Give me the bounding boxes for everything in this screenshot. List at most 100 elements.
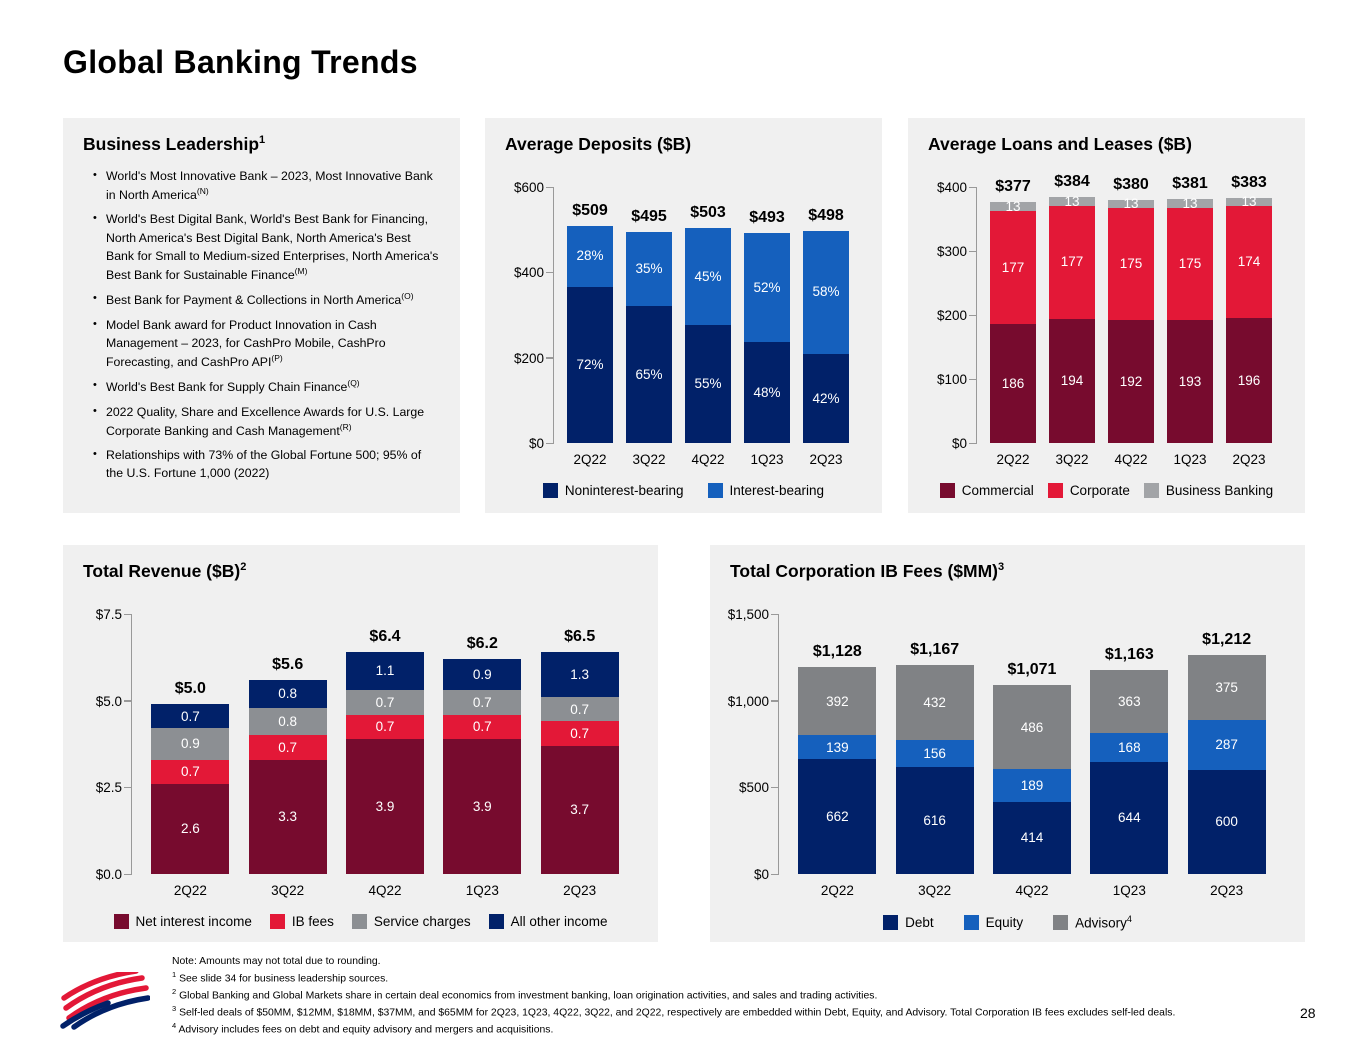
category-label: 3Q22 [271, 883, 305, 898]
total-label: $1,163 [1104, 646, 1154, 664]
bar-segment: 45% [685, 228, 731, 325]
y-tick-mark [124, 786, 132, 789]
bar: 65% 35% [626, 231, 672, 443]
leadership-bullet: World's Best Digital Bank, World's Best … [91, 210, 440, 284]
segment-label: 156 [923, 745, 946, 761]
y-tick-mark [969, 378, 977, 380]
segment-label: 662 [826, 808, 849, 824]
category-label: 2Q23 [563, 883, 597, 898]
bar-group: 193 175 13 $381 1Q23 [1167, 175, 1213, 467]
bar-group: 42% 58% $498 2Q23 [803, 207, 849, 467]
bar-segment: 52% [744, 232, 790, 342]
total-label: $1,212 [1202, 631, 1252, 649]
bar-segment: 189 [992, 769, 1071, 803]
y-axis: $0 $500 $1,000 $1,500 [728, 607, 778, 882]
segment-label: 0.8 [278, 686, 298, 702]
bar-group: 662 139 392 $1,128 2Q22 [798, 643, 877, 898]
segment-label: 174 [1237, 254, 1261, 270]
segment-label: 0.7 [180, 764, 200, 779]
business-leadership-title: Business Leadership1 [83, 134, 440, 155]
bar: 414 189 486 [992, 685, 1071, 874]
segment-label: 196 [1237, 372, 1261, 388]
bar-segment: 0.7 [345, 714, 424, 739]
total-label: $6.2 [466, 635, 498, 653]
bar-segment: 2.6 [151, 783, 230, 874]
y-tick-label: $500 [738, 780, 769, 796]
segment-label: 0.7 [570, 725, 590, 741]
plot-area: 186 177 13 $377 2Q22 194 177 13 $384 3Q22 192 175 13… [969, 173, 1285, 467]
legend-item: Business Banking [1143, 483, 1274, 498]
segment-label: 3.9 [472, 798, 492, 814]
bar-segment: 0.7 [248, 735, 327, 760]
bars: 2.6 0.7 0.9 0.7 $5.0 2Q22 3.3 0.7 0.8 0.8 $5.6 3Q22… [132, 614, 638, 898]
business-leadership-title-sup: 1 [259, 134, 266, 147]
legend-item: Corporate [1047, 483, 1130, 498]
category-label: 2Q22 [573, 452, 607, 467]
average-loans-panel: Average Loans and Leases ($B) $0 $100 $200… [908, 118, 1305, 513]
bar-segment: 193 [1167, 319, 1213, 443]
bar-group: 72% 28% $509 2Q22 [567, 202, 613, 467]
legend-label: Business Banking [1165, 483, 1274, 498]
y-tick-label: $5.0 [95, 693, 122, 709]
legend-item: Equity [963, 914, 1023, 930]
bar-segment: 432 [895, 665, 974, 741]
total-label: $377 [995, 178, 1031, 196]
total-label: $383 [1231, 173, 1267, 191]
segment-label: 55% [694, 376, 722, 392]
y-axis: $0.0 $2.5 $5.0 $7.5 [83, 607, 131, 882]
bar-segment: 600 [1187, 770, 1266, 874]
segment-label: 186 [1001, 375, 1025, 391]
segment-label: 194 [1060, 373, 1084, 389]
y-tick-label: $200 [936, 308, 967, 323]
leadership-bullet: 2022 Quality, Share and Excellence Award… [91, 403, 440, 440]
y-tick-mark [124, 700, 132, 702]
bar-segment: 48% [744, 342, 790, 443]
ib-fees-title-sup: 3 [998, 561, 1005, 574]
bar-segment: 3.9 [443, 738, 522, 874]
bar-segment: 175 [1108, 208, 1154, 321]
legend-label: Advisory4 [1075, 914, 1132, 931]
segment-label: 0.7 [570, 701, 590, 717]
bar-group: 3.9 0.7 0.7 1.1 $6.4 4Q22 [345, 628, 424, 898]
legend-swatch [883, 914, 899, 930]
y-tick-mark [771, 786, 779, 789]
bar: 72% 28% [567, 225, 613, 443]
bar-group: 194 177 13 $384 3Q22 [1049, 173, 1095, 467]
segment-label: 189 [1020, 778, 1044, 794]
business-leadership-panel: Business Leadership1 World's Most Innova… [63, 118, 460, 513]
average-deposits-title-text: Average Deposits ($B) [505, 134, 692, 154]
bar: 2.6 0.7 0.9 0.7 [151, 704, 230, 874]
bar-segment: 13 [1226, 195, 1272, 208]
leadership-bullet: World's Most Innovative Bank – 2023, Mos… [91, 167, 440, 204]
legend-swatch [707, 483, 723, 498]
plot-area: 662 139 392 $1,128 2Q22 616 156 432 $1,167 3Q22 41… [771, 613, 1285, 898]
segment-label: 0.7 [375, 718, 395, 734]
total-label: $6.4 [369, 628, 401, 646]
legend-label: Commercial [961, 483, 1034, 498]
segment-label: 175 [1178, 255, 1202, 271]
leadership-bullet: Relationships with 73% of the Global For… [91, 446, 440, 482]
bar: 3.9 0.7 0.7 0.9 [443, 659, 522, 874]
bar-group: 48% 52% $493 1Q23 [744, 209, 790, 467]
segment-label: 13 [1064, 193, 1080, 209]
footnote: 3 Self-led deals of $50MM, $12MM, $18MM,… [172, 1004, 1176, 1019]
legend-item: IB fees [269, 914, 334, 929]
segment-label: 375 [1215, 680, 1238, 696]
bar-segment: 644 [1090, 762, 1169, 874]
segment-label: 0.7 [278, 739, 298, 755]
y-tick-label: $300 [936, 244, 967, 259]
y-tick-label: $0 [753, 867, 769, 882]
bar-segment: 0.7 [540, 721, 619, 746]
footnote: 2 Global Banking and Global Markets shar… [172, 986, 878, 1002]
bar-segment: 375 [1187, 655, 1266, 721]
legend-swatch [351, 914, 367, 929]
legend-label: Interest-bearing [729, 483, 825, 498]
segment-label: 0.7 [472, 718, 492, 734]
bar-segment: 616 [895, 767, 974, 874]
legend-swatch [488, 914, 504, 929]
segment-label: 0.7 [180, 708, 200, 724]
footnotes: Note: Amounts may not total due to round… [172, 955, 1317, 1039]
segment-label: 0.7 [472, 694, 492, 710]
average-deposits-chart: $0 $200 $400 $600 72% 28% $509 2Q22 65% 35% $495 3Q… [505, 180, 862, 467]
